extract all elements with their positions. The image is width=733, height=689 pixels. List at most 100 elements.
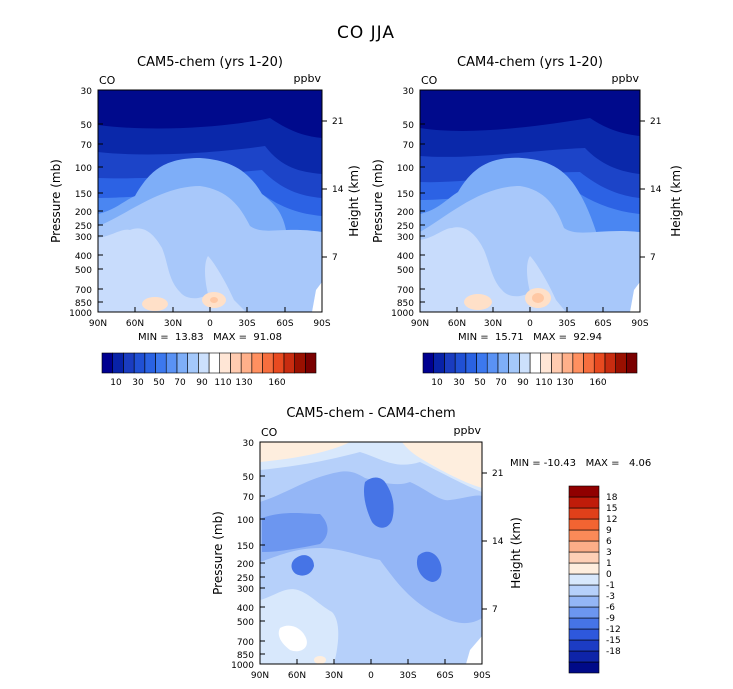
colorbar-label: 90 <box>196 378 208 388</box>
y-axis-label: Pressure (mb) <box>49 159 63 243</box>
colorbar-label: -12 <box>606 625 621 635</box>
y-tick-label: 70 <box>243 493 255 503</box>
y2-tick-label: 14 <box>332 185 344 195</box>
colorbar-swatch <box>568 551 600 564</box>
y-tick-label: 30 <box>81 87 93 97</box>
y2-tick-label: 7 <box>650 253 656 263</box>
colorbar-swatch <box>272 352 285 374</box>
y-tick-label: 500 <box>75 266 92 276</box>
colorbar-swatch <box>133 352 146 374</box>
x-tick-label: 60S <box>276 319 293 329</box>
colorbar-swatch <box>568 639 600 652</box>
y-axis-label: Pressure (mb) <box>371 159 385 243</box>
y-tick-label: 850 <box>397 299 414 309</box>
panel-title: CAM5-chem (yrs 1-20) <box>137 55 283 70</box>
x-tick-label: 0 <box>527 319 533 329</box>
x-tick-label: 90S <box>473 671 490 681</box>
y-tick-label: 200 <box>397 208 414 218</box>
y-tick-label: 850 <box>237 651 254 661</box>
y2-tick-label: 14 <box>650 185 662 195</box>
y-tick-label: 300 <box>397 233 414 243</box>
y2-tick-label: 21 <box>650 117 661 127</box>
colorbar-label: 9 <box>606 526 612 536</box>
colorbar-swatch <box>568 606 600 619</box>
colorbar-swatch <box>497 352 509 374</box>
panel-cam4: CAM4-chem (yrs 1-20) CO ppbv 30 50 70 10… <box>371 55 683 388</box>
y-tick-label: 200 <box>75 208 92 218</box>
x-axis: 90N 60N 30N 0 30S 60S 90S <box>89 319 331 329</box>
colorbar-swatch <box>208 352 220 374</box>
y-tick-label: 150 <box>75 190 92 200</box>
colorbar-swatch <box>572 352 584 374</box>
x-tick-label: 0 <box>207 319 213 329</box>
colorbar-label: 70 <box>495 378 507 388</box>
colorbar-swatch <box>476 352 488 374</box>
y-tick-label: 50 <box>81 121 93 131</box>
y2-axis-label: Height (km) <box>347 165 361 236</box>
colorbar-swatch <box>568 573 600 586</box>
colorbar-swatch <box>568 507 600 520</box>
units-label: ppbv <box>454 424 482 437</box>
contour-field <box>420 90 640 312</box>
colorbar-swatch <box>568 540 600 553</box>
y-tick-label: 500 <box>237 618 254 628</box>
contour-field <box>260 442 482 664</box>
colorbar-label: 10 <box>110 378 122 388</box>
y-tick-label: 300 <box>75 233 92 243</box>
colorbar-swatch <box>561 352 574 374</box>
y2-tick-label: 21 <box>332 117 343 127</box>
colorbar-swatch <box>262 352 274 374</box>
field-label: CO <box>261 426 278 439</box>
y-tick-label: 30 <box>243 439 255 449</box>
tick-marks <box>420 120 645 312</box>
min-max-stats: MIN = -10.43 MAX = 4.06 <box>510 458 651 469</box>
y-axis-left: 30 50 70 100 150 200 250 300 400 500 700… <box>391 87 414 319</box>
field-label: CO <box>99 74 116 87</box>
units-label: ppbv <box>612 72 640 85</box>
y-tick-label: 50 <box>243 473 255 483</box>
y-axis-right: 21 14 7 <box>650 117 662 263</box>
x-tick-label: 90N <box>411 319 429 329</box>
colorbar-swatch <box>240 352 253 374</box>
colorbar: 10 30 50 70 90 110 130 160 <box>101 352 317 388</box>
y-axis-label: Pressure (mb) <box>211 511 225 595</box>
x-tick-label: 60N <box>448 319 466 329</box>
tick-marks <box>260 472 487 664</box>
colorbar-swatch <box>568 496 600 509</box>
colorbar-swatch <box>568 584 600 597</box>
y-tick-label: 150 <box>397 190 414 200</box>
units-label: ppbv <box>294 72 322 85</box>
colorbar-label: 130 <box>556 378 573 388</box>
colorbar-swatch <box>304 352 317 374</box>
min-max-stats: MIN = 15.71 MAX = 92.94 <box>458 332 602 343</box>
y-tick-label: 70 <box>403 141 415 151</box>
y-tick-label: 1000 <box>391 309 414 319</box>
y-axis-right: 21 14 7 <box>332 117 344 263</box>
x-tick-label: 90S <box>631 319 648 329</box>
y-tick-label: 850 <box>75 299 92 309</box>
colorbar: 10 30 50 70 90 110 130 160 <box>422 352 638 388</box>
colorbar-swatch <box>294 352 306 374</box>
colorbar-swatch <box>198 352 210 374</box>
colorbar-label: 30 <box>132 378 144 388</box>
tick-marks <box>98 120 327 312</box>
colorbar-swatch <box>583 352 595 374</box>
panel-cam5: CAM5-chem (yrs 1-20) CO ppbv 30 50 70 10… <box>49 55 361 388</box>
y2-axis-label: Height (km) <box>509 517 523 588</box>
y-axis-left: 30 50 70 100 150 200 250 300 400 500 700… <box>231 439 254 671</box>
y-tick-label: 400 <box>237 604 254 614</box>
y-tick-label: 700 <box>75 286 92 296</box>
colorbar-label: 12 <box>606 515 617 525</box>
colorbar-label: -3 <box>606 592 615 602</box>
x-tick-label: 30S <box>399 671 416 681</box>
colorbar-swatch <box>465 352 477 374</box>
colorbar-label: 110 <box>535 378 552 388</box>
panel-title: CAM4-chem (yrs 1-20) <box>457 55 603 70</box>
y-tick-label: 70 <box>81 141 93 151</box>
figure-title: CO JJA <box>337 23 395 43</box>
x-axis: 90N 60N 30N 0 30S 60S 90S <box>411 319 649 329</box>
colorbar-swatch <box>615 352 627 374</box>
y-tick-label: 700 <box>397 286 414 296</box>
colorbar: 18 15 12 9 6 3 1 0 -1 -3 -6 -9 -12 -15 -… <box>568 485 621 674</box>
colorbar-swatch <box>568 529 600 542</box>
